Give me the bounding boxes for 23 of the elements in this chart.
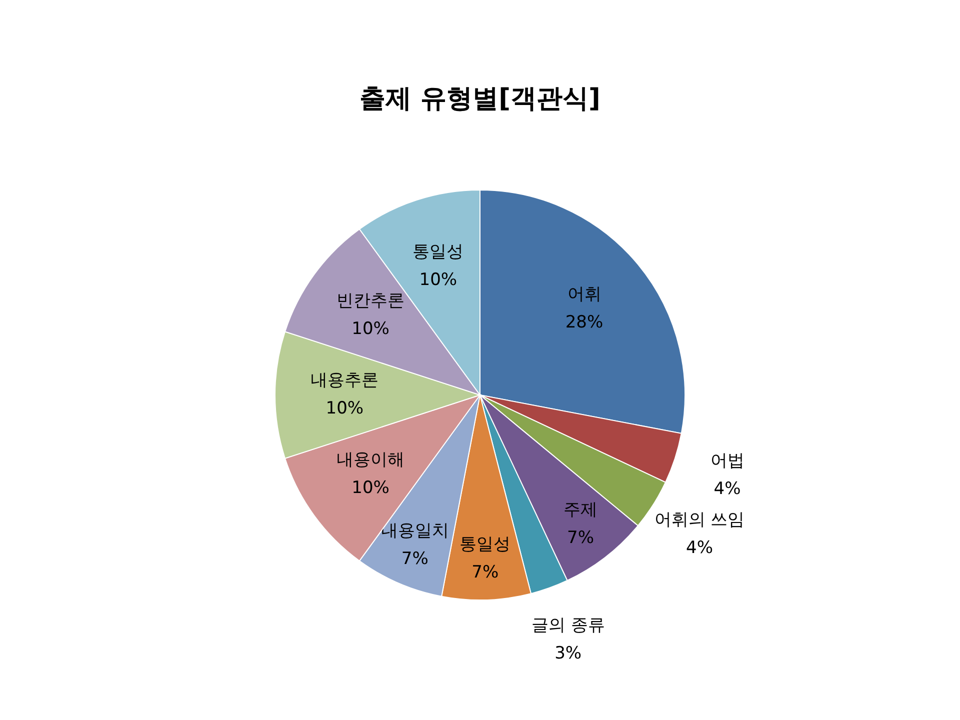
- category: 통일성: [412, 242, 464, 262]
- data-label: 28%: [565, 312, 604, 332]
- data-label: 4%: [686, 538, 714, 558]
- data-label: 7%: [472, 562, 499, 583]
- category: 내용추론: [310, 370, 379, 391]
- data-label: 10%: [352, 319, 390, 340]
- data-label: 3%: [554, 643, 582, 664]
- title: 출제 유형별[객관식]: [360, 84, 600, 114]
- category: 어휘의 쓰임: [654, 510, 745, 530]
- category: 내용이해: [336, 450, 405, 470]
- data-label: 10%: [326, 398, 364, 419]
- category: 통일성: [460, 534, 511, 555]
- data-label: 10%: [419, 270, 458, 290]
- category: 내용일치: [380, 521, 449, 542]
- data-label: 7%: [567, 528, 594, 548]
- data-label: 7%: [401, 549, 428, 570]
- category: 주제: [564, 500, 598, 520]
- category: 빈칸추론: [336, 291, 405, 312]
- category: 어법: [710, 450, 744, 471]
- data-label: 4%: [714, 478, 741, 499]
- data-label: 10%: [352, 478, 390, 498]
- category: 글의 종류: [531, 615, 605, 636]
- category: 어휘: [567, 284, 602, 304]
